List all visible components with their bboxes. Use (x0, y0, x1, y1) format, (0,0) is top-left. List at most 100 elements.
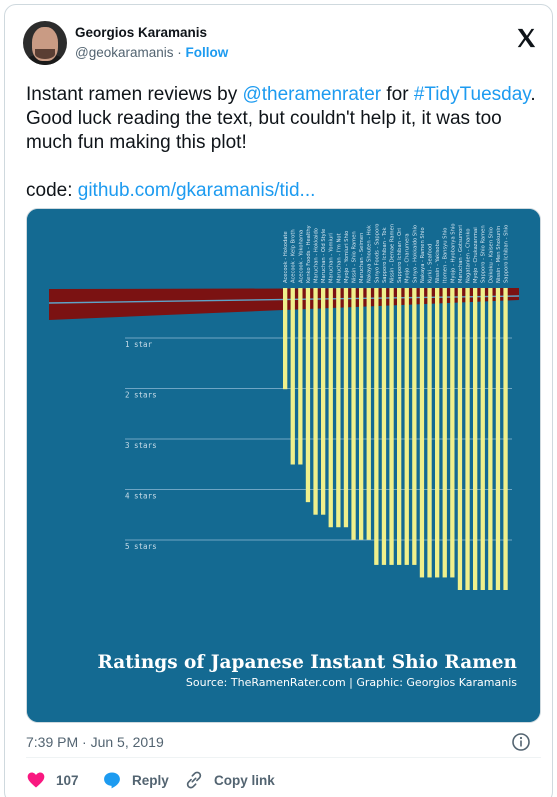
ramen-name-label: Acecook - Yokohama (298, 230, 304, 283)
chart-bar (495, 288, 501, 590)
tweet-text-segment: for (381, 84, 414, 105)
handle-separator: · (177, 45, 182, 60)
ramen-name-label: Acecook - Kelp Broth (291, 229, 297, 283)
chart-bar (442, 288, 447, 578)
reply-label: Reply (132, 772, 169, 788)
chart-bar (336, 288, 341, 528)
chart-bar (359, 288, 364, 540)
timestamp-text: 7:39 PM · Jun 5, 2019 (26, 734, 164, 750)
author-handle-row: @geokaramanis · Follow (75, 45, 228, 60)
chart-bar (450, 288, 455, 578)
chart-bar (321, 288, 326, 515)
ramen-name-label: Maruchan - Seimen (359, 233, 365, 283)
chart-bar (366, 288, 371, 540)
star-label: 2 stars (125, 391, 157, 400)
chart-bar (457, 288, 463, 590)
ramen-name-label: Myojo - Yomiuri Shio (344, 231, 350, 283)
chart-bar (381, 288, 387, 565)
chart-bar (389, 288, 394, 565)
ramen-name-label: Nissin - Demae Ramen (390, 224, 396, 283)
chart-bar (305, 288, 311, 503)
author-handle[interactable]: @geokaramanis (75, 45, 174, 60)
ramen-name-label: Sapporo - Shio Ramen (481, 225, 487, 283)
ramen-name-label: Myojo - Charumera (405, 233, 411, 283)
chart-bar (290, 288, 295, 465)
avatar[interactable] (23, 21, 67, 65)
chart-bar (404, 288, 409, 565)
ramen-name-label: Nakaya - Ramen Shio (420, 227, 426, 283)
chart-bar (465, 288, 470, 590)
ramen-name-label: Daikoku - Kaisen Shio (488, 227, 494, 283)
like-button[interactable]: 107 (26, 770, 79, 790)
reply-button[interactable]: Reply (102, 770, 169, 790)
ramen-name-label: Maruchan - I'm Not (336, 233, 342, 283)
mention-link[interactable]: @theramenrater (242, 84, 382, 105)
chart-bar (473, 288, 478, 590)
ramen-name-label: Nissin - Men Shokunin (496, 226, 502, 283)
follow-button[interactable]: Follow (185, 45, 229, 60)
tweet-line-code: code: github.com/gkaramanis/tid... (26, 179, 546, 203)
chart-bar (343, 288, 349, 528)
ramen-name-label: Maruchan - Yomiuri (329, 233, 335, 283)
ramen-name-label: Sanyo - Hokkaido Shio (412, 225, 418, 283)
ramen-name-label: Nissin - Yakisoba (435, 240, 441, 283)
copy-link-button[interactable]: Copy link (184, 770, 275, 790)
chart-bar (313, 288, 318, 515)
star-label: 5 stars (125, 542, 157, 551)
ramen-name-label: Myojo - Chukazanmai (473, 227, 479, 283)
chart-bar (503, 288, 508, 590)
tweet-line-3: much fun making this plot! (26, 132, 247, 153)
tweet-text: Instant ramen reviews by @theramenrater … (26, 83, 546, 203)
info-icon[interactable] (511, 732, 531, 752)
plot-title: Ratings of Japanese Instant Shio Ramen (97, 652, 517, 673)
link-icon (186, 771, 202, 789)
ramen-name-label: Nakaya Shouten - Hok (367, 225, 373, 283)
avatar-beard (35, 49, 55, 59)
chart-bar (351, 288, 356, 540)
chart-bar (328, 288, 333, 528)
chart-bar (298, 288, 303, 465)
x-logo-icon[interactable] (515, 27, 537, 49)
chart-bar (397, 288, 402, 565)
tweet-card: Georgios Karamanis @geokaramanis · Follo… (4, 4, 553, 797)
ramen-name-label: Kurki - Seafood (428, 244, 434, 283)
copy-link-label: Copy link (214, 772, 275, 788)
ramen-name-label: Acecook - Hokodate (283, 231, 289, 283)
code-label: code: (26, 180, 78, 201)
tweet-media-image[interactable]: 1 star 2 stars 3 stars 4 stars 5 stars Acecoo… (26, 208, 541, 723)
tweet-text-segment: . (530, 84, 536, 105)
ramen-name-label: Sapporo Ichiban - Shio (504, 225, 510, 283)
ramen-name-label: Sapporo Ichiban - Tok (382, 227, 388, 283)
tweet-header: Georgios Karamanis @geokaramanis · Follo… (21, 17, 541, 73)
star-label: 3 stars (125, 441, 157, 450)
tweet-timestamp[interactable]: 7:39 PM · Jun 5, 2019 (26, 734, 164, 750)
ramen-name-label: Nissin - Shio Ramen (352, 231, 358, 283)
ramen-name-label: Myojo - Hyobanya Shio (450, 223, 456, 283)
tweet-line-2: Good luck reading the text, but couldn't… (26, 108, 502, 129)
ramen-name-label: Sapporo Ichiban - Ori (397, 228, 403, 283)
ramen-name-label: Maruchan - Hokkaido (314, 228, 320, 283)
chart-bar (435, 288, 440, 578)
tweet-text-segment: Instant ramen reviews by (26, 84, 243, 105)
chart-bar (374, 288, 379, 565)
author-name[interactable]: Georgios Karamanis (75, 25, 208, 40)
chart-bar (427, 288, 432, 578)
ramen-name-label: Itomen - Bansyu Shio (443, 228, 449, 283)
ramen-name-label: Maruchan - Gotsumori (458, 225, 464, 283)
reply-bubble-icon (104, 772, 120, 789)
chart-bar (283, 288, 288, 390)
hashtag-link[interactable]: #TidyTuesday (413, 84, 531, 105)
tweet-line-1: Instant ramen reviews by @theramenrater … (26, 83, 546, 107)
star-label: 1 star (125, 340, 153, 349)
star-label: 4 stars (125, 492, 157, 501)
ramen-name-label: Nagatanien - Chanko (466, 229, 472, 284)
plot-caption: Source: TheRamenRater.com | Graphic: Geo… (186, 676, 517, 689)
chart-bar (412, 288, 417, 565)
ramen-name-label: Kenko Foods - Healthy (306, 225, 312, 283)
chart-background (27, 209, 540, 722)
chart-bar (488, 288, 493, 590)
chart-bar (480, 288, 485, 590)
ramen-name-label: Maruchan - Old Style (321, 229, 327, 283)
code-link[interactable]: github.com/gkaramanis/tid... (77, 180, 316, 201)
ramen-name-label: Sanyo Foods - Sapporo (374, 224, 380, 283)
